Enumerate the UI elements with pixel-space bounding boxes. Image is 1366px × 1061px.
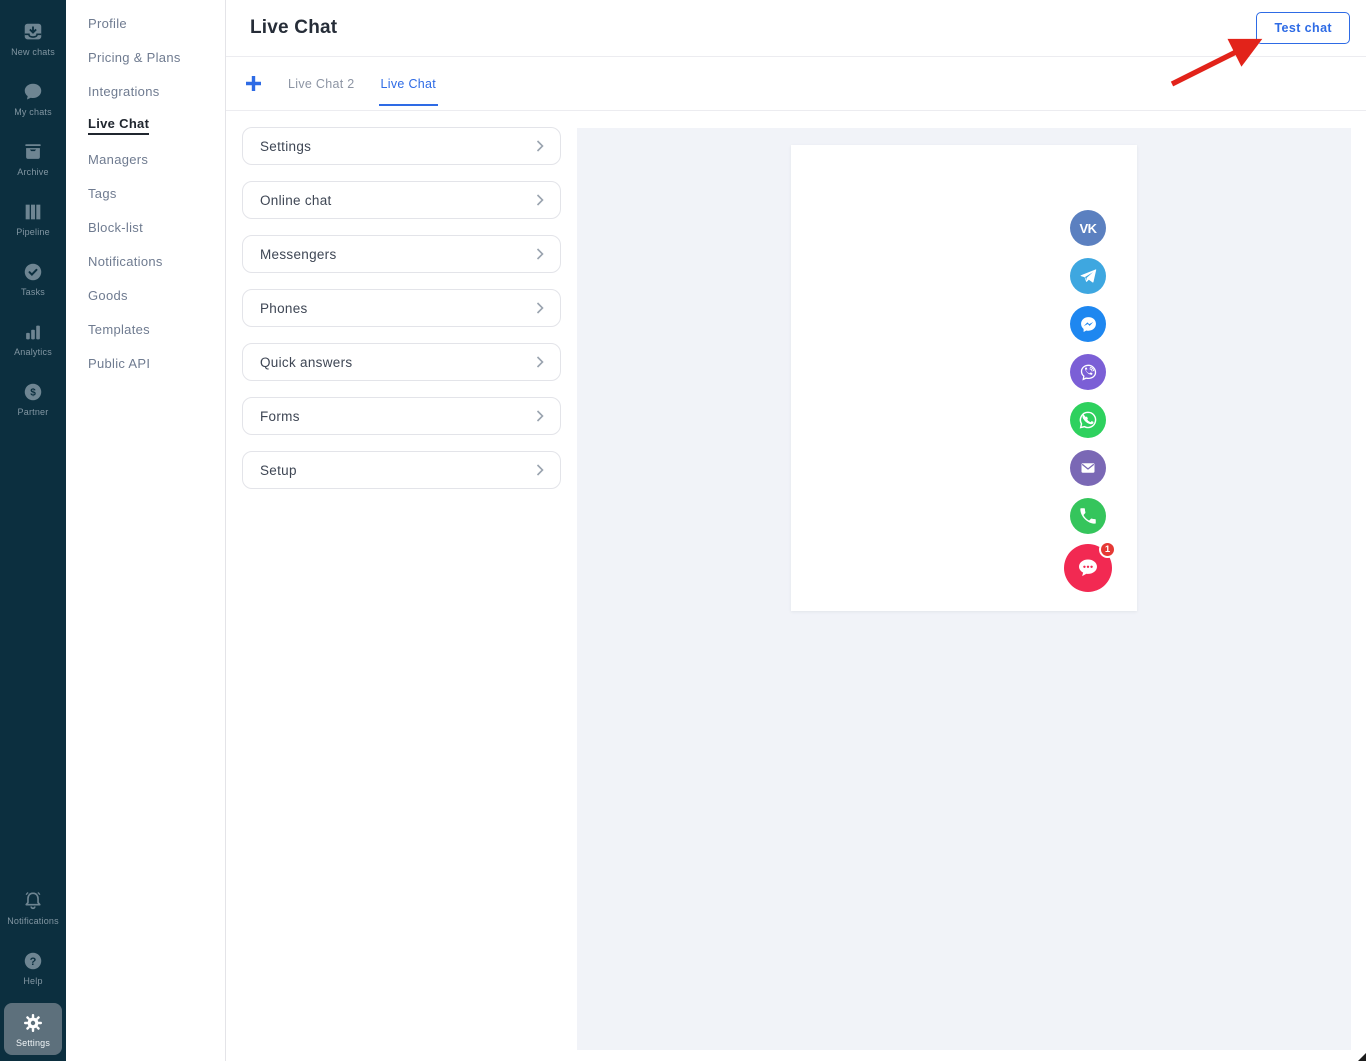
vk-icon: VK	[1079, 220, 1097, 236]
unread-badge: 1	[1099, 541, 1116, 558]
menu-item-live-chat[interactable]: Live Chat	[88, 108, 225, 142]
chat-bubble-icon	[22, 80, 44, 104]
menu-item-pricing-plans[interactable]: Pricing & Plans	[88, 49, 181, 65]
phone-icon	[1078, 506, 1098, 526]
chevron-right-icon	[536, 356, 544, 368]
sidebar-item-archive[interactable]: Archive	[4, 128, 62, 188]
main-area: Live Chat Test chat Live Chat 2 Live Cha…	[226, 0, 1366, 1061]
viber-icon	[1078, 362, 1099, 383]
messenger-channel-button[interactable]	[1070, 306, 1106, 342]
sidebar-item-my-chats[interactable]: My chats	[4, 68, 62, 128]
sidebar-item-notifications[interactable]: Notifications	[4, 877, 62, 937]
bell-icon	[22, 889, 44, 913]
primary-sidebar-bottom: Notifications ? Help	[4, 877, 62, 1055]
menu-item-integrations[interactable]: Integrations	[88, 83, 160, 99]
sidebar-item-label: Archive	[17, 166, 49, 177]
chevron-right-icon	[536, 464, 544, 476]
sidebar-item-settings[interactable]: Settings	[4, 1003, 62, 1055]
accordion-forms[interactable]: Forms	[242, 397, 561, 435]
chat-tabs: Live Chat 2 Live Chat	[226, 57, 1366, 111]
menu-item-tags[interactable]: Tags	[88, 185, 117, 201]
sidebar-item-label: My chats	[14, 106, 52, 117]
settings-accordion: Settings Online chat Messengers Phones Q…	[242, 127, 561, 505]
gear-icon	[22, 1011, 44, 1035]
menu-item-templates[interactable]: Templates	[88, 321, 150, 337]
whatsapp-channel-button[interactable]	[1070, 402, 1106, 438]
sidebar-item-label: Partner	[17, 406, 49, 417]
bar-chart-icon	[22, 320, 44, 344]
settings-menu: Profile Pricing & Plans Integrations Liv…	[66, 0, 226, 1061]
svg-text:$: $	[30, 387, 36, 398]
sidebar-item-label: Notifications	[7, 915, 59, 926]
sidebar-item-partner[interactable]: $ Partner	[4, 368, 62, 428]
svg-text:?: ?	[30, 955, 37, 967]
tab-live-chat-2[interactable]: Live Chat 2	[288, 76, 355, 91]
page-header: Live Chat Test chat	[226, 0, 1366, 57]
test-chat-button[interactable]: Test chat	[1256, 12, 1350, 44]
menu-item-public-api[interactable]: Public API	[88, 355, 151, 371]
accordion-online-chat[interactable]: Online chat	[242, 181, 561, 219]
chevron-right-icon	[536, 140, 544, 152]
accordion-quick-answers[interactable]: Quick answers	[242, 343, 561, 381]
accordion-messengers[interactable]: Messengers	[242, 235, 561, 273]
menu-item-goods[interactable]: Goods	[88, 287, 128, 303]
chevron-right-icon	[536, 194, 544, 206]
sidebar-item-tasks[interactable]: Tasks	[4, 248, 62, 308]
messenger-icon	[1078, 314, 1099, 335]
phone-channel-button[interactable]	[1070, 498, 1106, 534]
resize-grip	[1358, 1053, 1366, 1061]
channel-buttons: VK	[1064, 210, 1116, 592]
sidebar-item-label: Help	[23, 975, 43, 986]
sidebar-item-label: Tasks	[20, 286, 45, 297]
accordion-phones[interactable]: Phones	[242, 289, 561, 327]
email-icon	[1078, 458, 1098, 478]
sidebar-item-label: Settings	[15, 1037, 51, 1048]
dollar-circle-icon: $	[22, 380, 44, 404]
viber-channel-button[interactable]	[1070, 354, 1106, 390]
sidebar-item-new-chats[interactable]: New chats	[4, 8, 62, 68]
sidebar-item-label: New chats	[11, 46, 55, 57]
email-channel-button[interactable]	[1070, 450, 1106, 486]
primary-sidebar: New chats My chats Archive	[0, 0, 66, 1061]
telegram-channel-button[interactable]	[1070, 258, 1106, 294]
plus-icon	[245, 76, 261, 91]
add-chat-button[interactable]	[244, 75, 262, 93]
menu-item-block-list[interactable]: Block-list	[88, 219, 144, 235]
telegram-icon	[1078, 266, 1098, 286]
accordion-settings[interactable]: Settings	[242, 127, 561, 165]
whatsapp-icon	[1077, 409, 1099, 431]
chevron-right-icon	[536, 302, 544, 314]
menu-item-managers[interactable]: Managers	[88, 151, 149, 167]
menu-item-notifications[interactable]: Notifications	[88, 253, 163, 269]
chat-launcher-button[interactable]: 1	[1064, 541, 1116, 592]
menu-item-profile[interactable]: Profile	[88, 15, 127, 31]
question-circle-icon: ?	[22, 949, 44, 973]
accordion-setup[interactable]: Setup	[242, 451, 561, 489]
check-circle-icon	[22, 260, 44, 284]
chevron-right-icon	[536, 248, 544, 260]
sidebar-item-pipeline[interactable]: Pipeline	[4, 188, 62, 248]
page-title: Live Chat	[250, 17, 338, 38]
widget-preview-panel: VK	[577, 128, 1351, 1050]
sidebar-item-help[interactable]: ? Help	[4, 937, 62, 997]
vk-channel-button[interactable]: VK	[1070, 210, 1106, 246]
columns-icon	[22, 200, 44, 224]
sidebar-item-analytics[interactable]: Analytics	[4, 308, 62, 368]
widget-preview-card: VK	[791, 145, 1137, 611]
archive-box-icon	[22, 140, 44, 164]
sidebar-item-label: Analytics	[14, 346, 52, 357]
sidebar-item-label: Pipeline	[16, 226, 50, 237]
inbox-arrow-icon	[22, 20, 44, 44]
tab-live-chat[interactable]: Live Chat	[368, 57, 450, 110]
chevron-right-icon	[536, 410, 544, 422]
content-area: Settings Online chat Messengers Phones Q…	[226, 112, 1366, 1061]
chat-launcher-icon	[1075, 555, 1101, 581]
